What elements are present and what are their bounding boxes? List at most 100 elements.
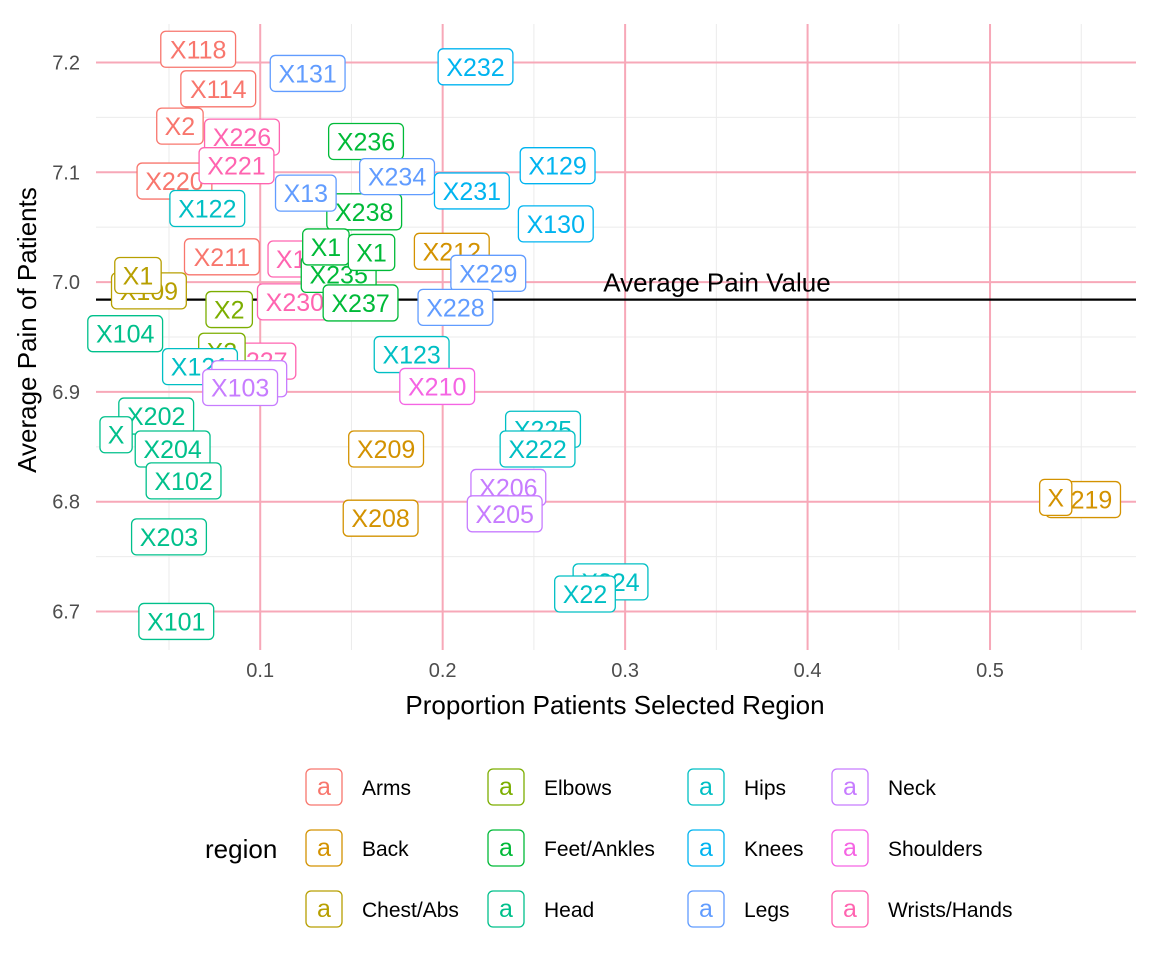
point-label-text: X231	[443, 178, 501, 206]
grid-lines	[96, 24, 1136, 650]
point-label-x1: X1	[114, 256, 162, 295]
x-tick-label: 0.5	[976, 660, 1004, 682]
point-label-box	[205, 290, 254, 329]
legend-label: Chest/Abs	[362, 899, 459, 922]
point-label-x222: X222	[499, 430, 576, 468]
point-label-x22: X22	[554, 575, 616, 613]
point-label-x237: X237	[322, 284, 399, 322]
point-label-text: X118	[170, 36, 227, 64]
legend-label: Wrists/Hands	[888, 899, 1012, 922]
point-label-text: X1	[311, 234, 342, 262]
y-tick-label: 7.0	[52, 272, 80, 294]
reference-line-group: Average Pain Value	[96, 268, 1136, 301]
point-label-x123: X123	[373, 335, 450, 374]
point-label-x229: X229	[450, 254, 527, 292]
point-label-box	[180, 70, 257, 108]
point-label-box	[348, 430, 425, 468]
legend-key-glyph: a	[317, 834, 331, 862]
point-label-text: X101	[147, 608, 205, 636]
legend-label: Arms	[362, 777, 411, 800]
point-label-x228: X228	[417, 288, 494, 326]
point-label-text: X22	[563, 581, 607, 609]
point-label-x209: X209	[348, 430, 425, 468]
point-label-text: X123	[382, 342, 440, 370]
y-tick-label: 6.8	[52, 492, 80, 514]
legend-item-elbows: a Elbows	[487, 768, 612, 806]
y-axis-title: Average Pain of Patients	[12, 187, 42, 473]
point-label-text: X228	[426, 294, 484, 322]
point-label-text: X209	[357, 436, 415, 464]
point-label-box	[347, 233, 396, 272]
point-label-x: X	[99, 416, 133, 454]
point-label-x236: X236	[327, 122, 405, 161]
point-label-text: X237	[331, 290, 389, 318]
point-label-x2: X2	[205, 290, 254, 329]
point-label-x2: X2	[156, 107, 204, 145]
legend-label: Back	[362, 838, 409, 861]
legend-item-neck: a Neck	[831, 768, 936, 806]
legend-key-box	[831, 768, 869, 806]
legend-key-box	[831, 890, 869, 928]
point-label-x101: X101	[138, 602, 215, 641]
point-label-box	[519, 147, 596, 185]
y-axis-tick-labels: 6.7 6.8 6.9 7.0 7.1 7.2	[52, 52, 80, 623]
point-label-box	[130, 518, 208, 556]
point-label-text: X211	[194, 244, 251, 272]
point-label-text: X204	[143, 436, 201, 464]
point-label-text: X2	[214, 297, 245, 325]
point-label-text: X122	[178, 196, 236, 224]
point-label-text: X102	[154, 468, 212, 496]
legend-key-box	[487, 768, 525, 806]
legend-label: Head	[544, 899, 594, 922]
point-label-x203: X203	[130, 518, 208, 556]
data-labels: X118X114X2X220X211X122X226X221X230X227X1…	[87, 30, 1122, 641]
point-label-x221: X221	[198, 147, 275, 185]
point-label-x114: X114	[180, 70, 257, 108]
point-label-text: X130	[527, 211, 585, 239]
legend-key-box	[305, 890, 343, 928]
legend-label: Knees	[744, 838, 804, 861]
point-label-text: X1	[123, 262, 154, 290]
point-label-x238: X238	[326, 193, 403, 231]
y-tick-label: 6.9	[52, 382, 80, 404]
point-label-box	[87, 315, 164, 353]
point-label-box	[202, 368, 279, 407]
point-label-text: X208	[351, 505, 409, 533]
legend-key-box	[487, 829, 525, 867]
legend-key-glyph: a	[499, 895, 513, 923]
legend-label: Neck	[888, 777, 936, 800]
legend-item-hips: a Hips	[687, 768, 786, 806]
point-label-text: X222	[508, 436, 566, 464]
legend-item-arms: a Arms	[305, 768, 411, 806]
point-label-text: X203	[140, 524, 198, 552]
point-label-text: X229	[459, 260, 517, 288]
x-tick-label: 0.2	[429, 660, 457, 682]
point-label-text: X234	[368, 164, 426, 192]
point-label-box	[274, 174, 337, 212]
legend-label: Hips	[744, 777, 786, 800]
point-label-x1: X1	[302, 228, 350, 266]
point-label-text: X202	[127, 403, 185, 431]
point-label-text: X2	[165, 113, 196, 141]
legend-item-feet-ankles: a Feet/Ankles	[487, 829, 655, 867]
legend-key-glyph: a	[499, 773, 513, 801]
point-label-box	[342, 499, 419, 537]
legend-label: Legs	[744, 899, 790, 922]
legend-item-knees: a Knees	[687, 829, 804, 867]
point-label-x102: X102	[145, 462, 222, 500]
point-label-x131: X131	[269, 54, 346, 93]
legend-item-chest-abs: a Chest/Abs	[305, 890, 459, 928]
point-label-text: X236	[337, 129, 395, 157]
legend-key-glyph: a	[843, 834, 857, 862]
point-label-text: X210	[408, 373, 466, 401]
y-tick-label: 7.2	[52, 52, 80, 74]
x-tick-label: 0.4	[794, 660, 822, 682]
legend-item-head: a Head	[487, 890, 594, 928]
legend-key-box	[687, 768, 725, 806]
point-label-x202: X202	[118, 397, 195, 435]
point-label-box	[198, 147, 275, 185]
point-label-text: X230	[266, 289, 324, 317]
point-label-text: X	[108, 422, 125, 450]
